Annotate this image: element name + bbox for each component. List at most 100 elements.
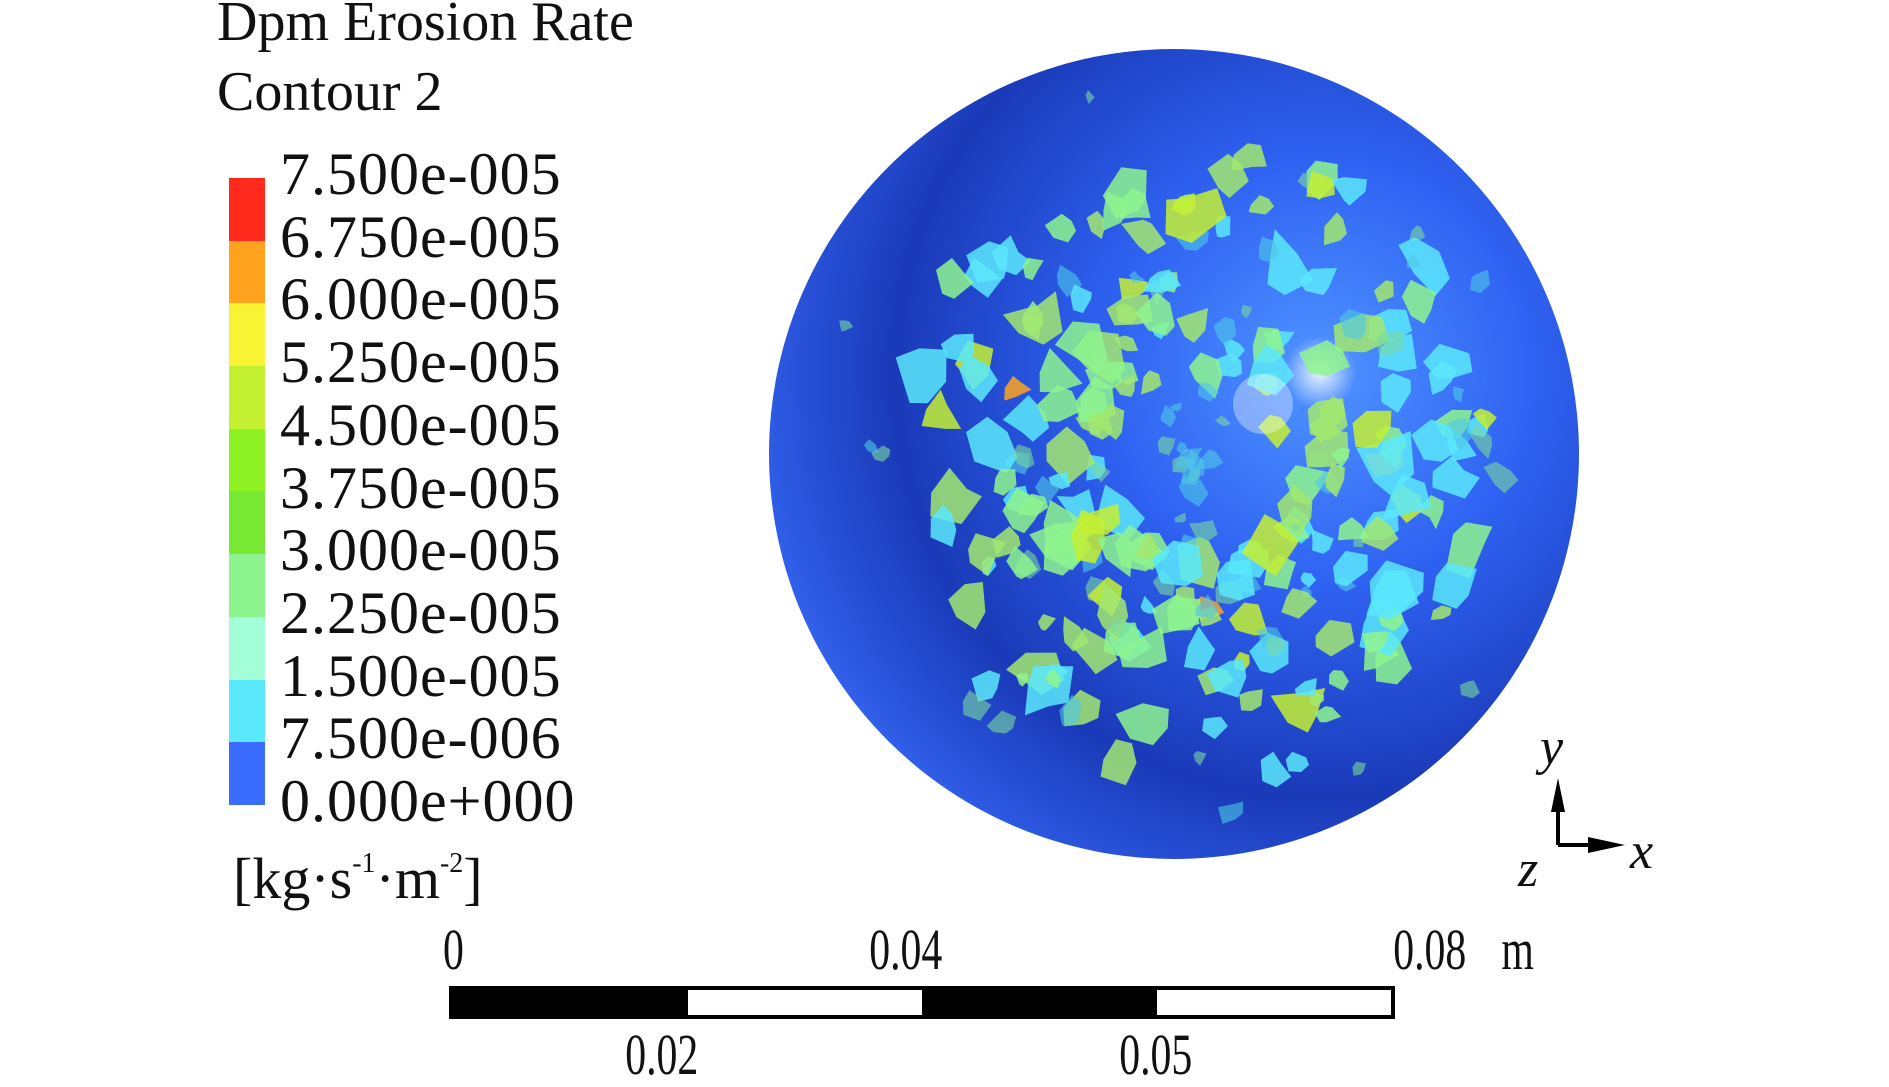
erosion-patch [1071,627,1118,675]
erosion-patch [1246,344,1295,396]
erosion-patch [1338,517,1369,541]
erosion-patch [1135,292,1175,336]
colorbar-band [229,366,265,429]
erosion-patch [1423,343,1473,379]
erosion-patch [940,333,975,363]
scale-label-top: 0.08 [1393,917,1467,982]
erosion-patch [1213,317,1237,348]
erosion-patch [1218,801,1244,824]
erosion-patch [1048,472,1071,490]
erosion-patch [1195,594,1219,620]
colorbar-band [229,303,265,367]
erosion-patch [1331,447,1351,470]
erosion-patch [1430,605,1452,621]
erosion-patch [1184,626,1216,671]
erosion-patch [1198,381,1220,402]
colorbar-band [229,679,265,743]
erosion-patch [1115,703,1169,746]
colorbar-level-label: 5.250e-005 [280,329,562,396]
scale-label-top: 0.04 [869,917,943,982]
specular-highlight [1233,374,1293,434]
scale-label-bottom: 0.02 [625,1022,699,1087]
erosion-patch [1216,559,1255,601]
scale-segment [922,990,1157,1015]
erosion-patch [921,389,962,429]
colorbar-band [229,616,265,680]
erosion-patch [948,582,986,630]
erosion-patch [1107,619,1131,639]
axis-label-z: z [1518,841,1539,898]
erosion-patch [1285,751,1310,773]
erosion-patch [1411,419,1459,462]
unit-part: ·m [375,846,440,911]
erosion-patch [1044,213,1077,243]
erosion-patch [1339,309,1366,340]
erosion-patch [1294,678,1317,697]
axis-label-x: x [1630,823,1654,880]
erosion-patch [1189,520,1218,543]
colorbar-band [229,554,265,617]
erosion-patch [1352,410,1392,448]
scale-label-top: 0 [442,917,464,982]
erosion-patch [1046,426,1095,485]
erosion-patch [1152,540,1203,587]
erosion-patch [1100,739,1137,786]
erosion-patch [1054,321,1108,372]
erosion-patch [1223,339,1245,363]
erosion-patch [986,710,1017,734]
erosion-patch [1193,751,1207,766]
erosion-patch [1376,330,1404,356]
erosion-patch [1214,415,1231,427]
erosion-patch [1300,572,1317,588]
erosion-patch [1469,269,1490,294]
erosion-patch [1432,562,1477,609]
erosion-patch [1331,177,1368,206]
erosion-patch [1167,596,1201,631]
erosion-patch [839,320,854,332]
erosion-patch [1314,706,1342,723]
erosion-patch [966,241,1009,283]
erosion-patch [1015,673,1029,687]
colorbar-level-label: 3.000e-005 [280,517,562,584]
erosion-patch [1157,436,1176,456]
erosion-patch [1087,411,1114,440]
erosion-patch [1160,404,1176,428]
erosion-patch [1259,236,1280,262]
erosion-patch [1469,423,1493,459]
erosion-patch [1361,631,1390,653]
colorbar-band [229,428,265,492]
erosion-patch [895,348,947,404]
axis-label-y: y [1540,719,1564,776]
unit-exp: -2 [439,847,464,879]
erosion-patch [1006,545,1038,580]
erosion-patch [1086,210,1105,239]
erosion-patch [1178,475,1209,507]
colorbar-level-label: 1.500e-005 [280,642,562,709]
colorbar-band [229,240,265,304]
erosion-patch [1090,461,1111,483]
scale-segment [453,990,688,1015]
unit-part: [kg·s [233,846,353,911]
erosion-patch [1230,143,1267,171]
erosion-patch [1022,257,1044,281]
erosion-patch [1333,550,1368,587]
erosion-patch [966,416,1018,474]
erosion-patch [1299,268,1338,296]
erosion-patch [1324,212,1347,246]
erosion-patch [1002,395,1050,442]
erosion-patch [1260,751,1292,788]
erosion-patch [1248,195,1275,215]
erosion-patch [1381,474,1432,521]
colorbar-level-label: 0.000e+000 [280,768,576,834]
erosion-patch [1409,225,1426,242]
colorbar [229,178,265,805]
colorbar-unit: [kg·s-1·m-2] [233,845,483,912]
erosion-patch [1134,532,1158,560]
colorbar-band [229,742,265,805]
erosion-patch [1017,493,1049,516]
erosion-patch [968,533,1007,576]
erosion-patch [1037,614,1056,631]
erosion-patch [1188,352,1223,399]
erosion-patch [1113,374,1136,397]
erosion-patch [863,439,879,453]
